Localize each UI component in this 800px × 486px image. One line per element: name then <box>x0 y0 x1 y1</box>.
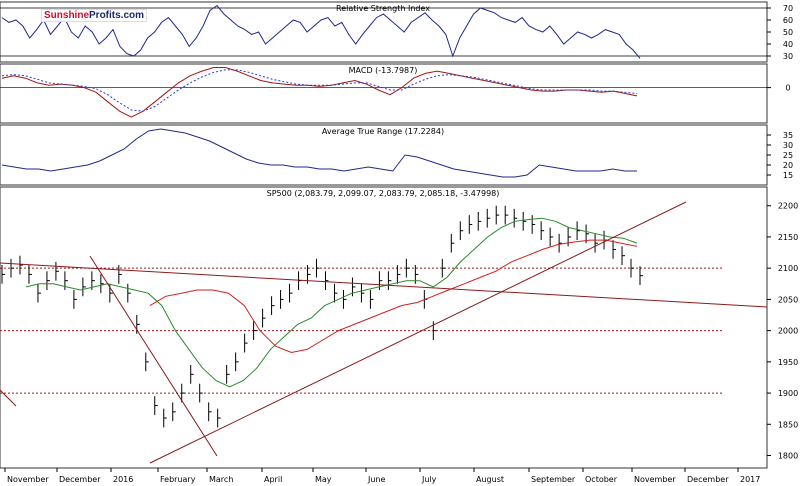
x-tick-label: December <box>687 475 729 484</box>
panel-frame <box>0 124 768 186</box>
y-tick-label: 1900 <box>778 389 798 398</box>
y-tick-label: 25 <box>783 151 793 160</box>
panel-frame <box>0 63 768 124</box>
x-tick-label: 2017 <box>740 475 760 484</box>
y-tick-label: 2000 <box>778 327 798 336</box>
panel-frame <box>0 186 768 469</box>
x-tick-label: June <box>367 475 386 484</box>
panel-title: Average True Range (17.2284) <box>322 127 444 136</box>
x-tick-label: December <box>59 475 101 484</box>
x-tick-label: 2016 <box>113 475 133 484</box>
y-tick-label: 2150 <box>778 233 798 242</box>
trend-line-resistance <box>0 262 768 308</box>
y-tick-label: 0 <box>785 84 790 93</box>
series-line-1 <box>1 67 638 118</box>
y-tick-label: 70 <box>783 4 793 13</box>
x-tick-label: August <box>476 475 504 484</box>
y-tick-label: 35 <box>783 131 793 140</box>
x-tick-label: February <box>160 475 196 484</box>
x-tick-label: May <box>315 475 332 484</box>
series-line-2 <box>25 217 638 388</box>
x-tick-label: November <box>7 475 49 484</box>
x-tick-label: September <box>531 475 576 484</box>
y-tick-label: 20 <box>783 161 793 170</box>
panel-title: SP500 (2,083.79, 2,099.07, 2,083.79, 2,0… <box>267 189 500 198</box>
y-tick-label: 2100 <box>778 264 798 273</box>
series-line-1 <box>1 128 637 178</box>
y-tick-label: 60 <box>783 16 793 25</box>
y-tick-label: 1950 <box>778 358 798 367</box>
y-tick-label: 2050 <box>778 295 798 304</box>
y-tick-label: 40 <box>783 40 793 49</box>
panel-2: MACD (-13.7987) 0 <box>0 63 791 124</box>
y-tick-label: 50 <box>783 28 793 37</box>
series-line-1 <box>1 4 641 59</box>
brand-logo: SunshineProfits.com <box>41 9 148 22</box>
trend-line-support <box>149 201 687 464</box>
trend-line-decline <box>89 255 218 457</box>
x-tick-label: April <box>264 475 282 484</box>
trend-line-left <box>0 389 17 407</box>
y-tick-label: 1800 <box>778 452 798 461</box>
y-tick-label: 2200 <box>778 202 798 211</box>
series-line-3 <box>149 239 638 354</box>
x-tick-label: March <box>209 475 233 484</box>
y-tick-label: 30 <box>783 52 793 61</box>
panel-title: MACD (-13.7987) <box>349 66 418 75</box>
y-tick-label: 1850 <box>778 420 798 429</box>
series-line-2 <box>1 69 638 112</box>
y-tick-label: 15 <box>783 171 793 180</box>
panel-title: Relative Strength Index <box>336 4 430 13</box>
panel-4: SP500 (2,083.79, 2,099.07, 2,083.79, 2,0… <box>0 186 798 484</box>
x-tick-label: November <box>634 475 676 484</box>
x-tick-label: October <box>585 475 618 484</box>
x-tick-label: July <box>421 475 437 484</box>
y-tick-label: 30 <box>783 141 793 150</box>
